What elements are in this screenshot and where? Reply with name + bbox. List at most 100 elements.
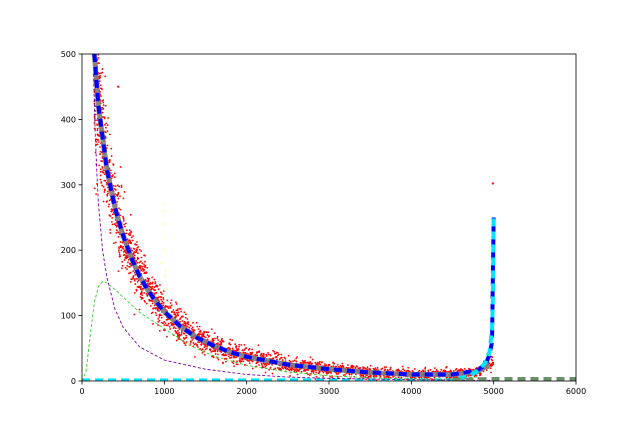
scatter-point <box>183 320 186 323</box>
scatter-point <box>150 287 153 289</box>
scatter-point <box>166 324 169 327</box>
scatter-point <box>94 5 96 7</box>
scatter-point <box>127 233 130 235</box>
scatter-point <box>128 272 130 275</box>
scatter-point <box>156 308 159 311</box>
scatter-point <box>239 357 241 360</box>
scatter-point <box>220 342 222 345</box>
scatter-point <box>162 296 165 299</box>
scatter-point <box>192 322 194 324</box>
scatter-point <box>181 315 184 318</box>
series-line <box>91 54 491 377</box>
scatter-point <box>140 260 142 263</box>
scatter-point <box>151 282 154 285</box>
scatter-point <box>126 268 128 271</box>
scatter-point <box>119 208 122 211</box>
x-tick-label: 0 <box>79 387 84 396</box>
scatter-point <box>290 369 293 372</box>
scatter-point <box>341 362 344 365</box>
scatter-point <box>323 363 326 365</box>
scatter-point <box>491 182 494 185</box>
scatter-point <box>440 379 443 381</box>
scatter-point <box>113 242 115 245</box>
scatter-point <box>132 270 135 272</box>
x-tick-label: 1000 <box>154 387 174 396</box>
scatter-point <box>118 252 121 254</box>
scatter-point <box>105 122 107 125</box>
scatter-point <box>165 324 168 327</box>
scatter-point <box>474 374 477 377</box>
scatter-point <box>109 169 112 172</box>
y-axis: 0 100 200 300 400 500 <box>61 50 82 386</box>
scatter-point <box>175 339 178 342</box>
scatter-point <box>228 342 231 345</box>
scatter-point <box>249 351 252 354</box>
scatter-point <box>177 329 179 332</box>
scatter-point <box>160 296 162 299</box>
scatter-point <box>117 197 120 200</box>
scatter-point <box>178 335 181 338</box>
y-tick-label: 0 <box>71 377 76 386</box>
scatter-point <box>145 272 147 275</box>
scatter-point <box>94 46 96 48</box>
scatter-point <box>263 363 266 366</box>
scatter-point <box>251 360 254 363</box>
scatter-point <box>163 288 166 291</box>
scatter-point <box>153 304 156 307</box>
scatter-point <box>122 254 125 257</box>
scatter-point <box>159 291 162 294</box>
scatter-point <box>114 193 117 195</box>
scatter-point <box>261 354 264 357</box>
scatter-point <box>221 337 223 340</box>
scatter-point <box>196 325 199 328</box>
scatter-point <box>109 133 111 136</box>
scatter-point <box>132 247 135 250</box>
scatter-point <box>189 340 192 343</box>
scatter-point <box>350 364 353 367</box>
scatter-point <box>295 360 298 363</box>
scatter-point <box>147 280 150 283</box>
scatter-point <box>175 303 178 305</box>
scatter-point <box>304 359 306 362</box>
scatter-point <box>178 331 180 334</box>
scatter-point <box>95 46 97 48</box>
scatter-point <box>262 362 265 365</box>
scatter-point <box>376 367 379 369</box>
scatter-point <box>491 364 494 367</box>
scatter-point <box>155 314 158 317</box>
scatter-point <box>154 307 157 310</box>
scatter-point <box>198 341 201 344</box>
scatter-point <box>141 294 144 297</box>
scatter-point <box>272 349 275 352</box>
scatter-point <box>157 321 160 323</box>
scatter-point <box>197 328 200 331</box>
scatter-point <box>96 44 98 46</box>
scatter-point <box>117 236 120 238</box>
faint-scatter-series <box>161 203 167 317</box>
scatter-point <box>95 193 97 195</box>
scatter-point <box>118 207 120 210</box>
scatter-point <box>94 51 96 53</box>
scatter-point <box>127 259 130 261</box>
scatter-point <box>276 358 278 361</box>
scatter-point <box>261 364 263 366</box>
scatter-point <box>94 31 96 33</box>
scatter-point <box>139 285 142 288</box>
scatter-point <box>135 251 138 254</box>
scatter-point <box>95 36 97 38</box>
scatter-point <box>238 345 240 348</box>
scatter-point <box>146 295 149 297</box>
x-tick-label: 5000 <box>483 387 503 396</box>
scatter-point <box>187 321 190 323</box>
scatter-point <box>169 328 171 330</box>
scatter-point <box>142 270 144 272</box>
scatter-point <box>169 306 172 309</box>
plot-marks <box>82 5 576 381</box>
scatter-point <box>149 304 152 307</box>
scatter-point <box>233 365 235 368</box>
scatter-point <box>120 186 123 189</box>
scatter-point <box>176 335 179 337</box>
scatter-point <box>94 39 96 41</box>
scatter-point <box>160 298 162 301</box>
scatter-point <box>173 313 176 315</box>
